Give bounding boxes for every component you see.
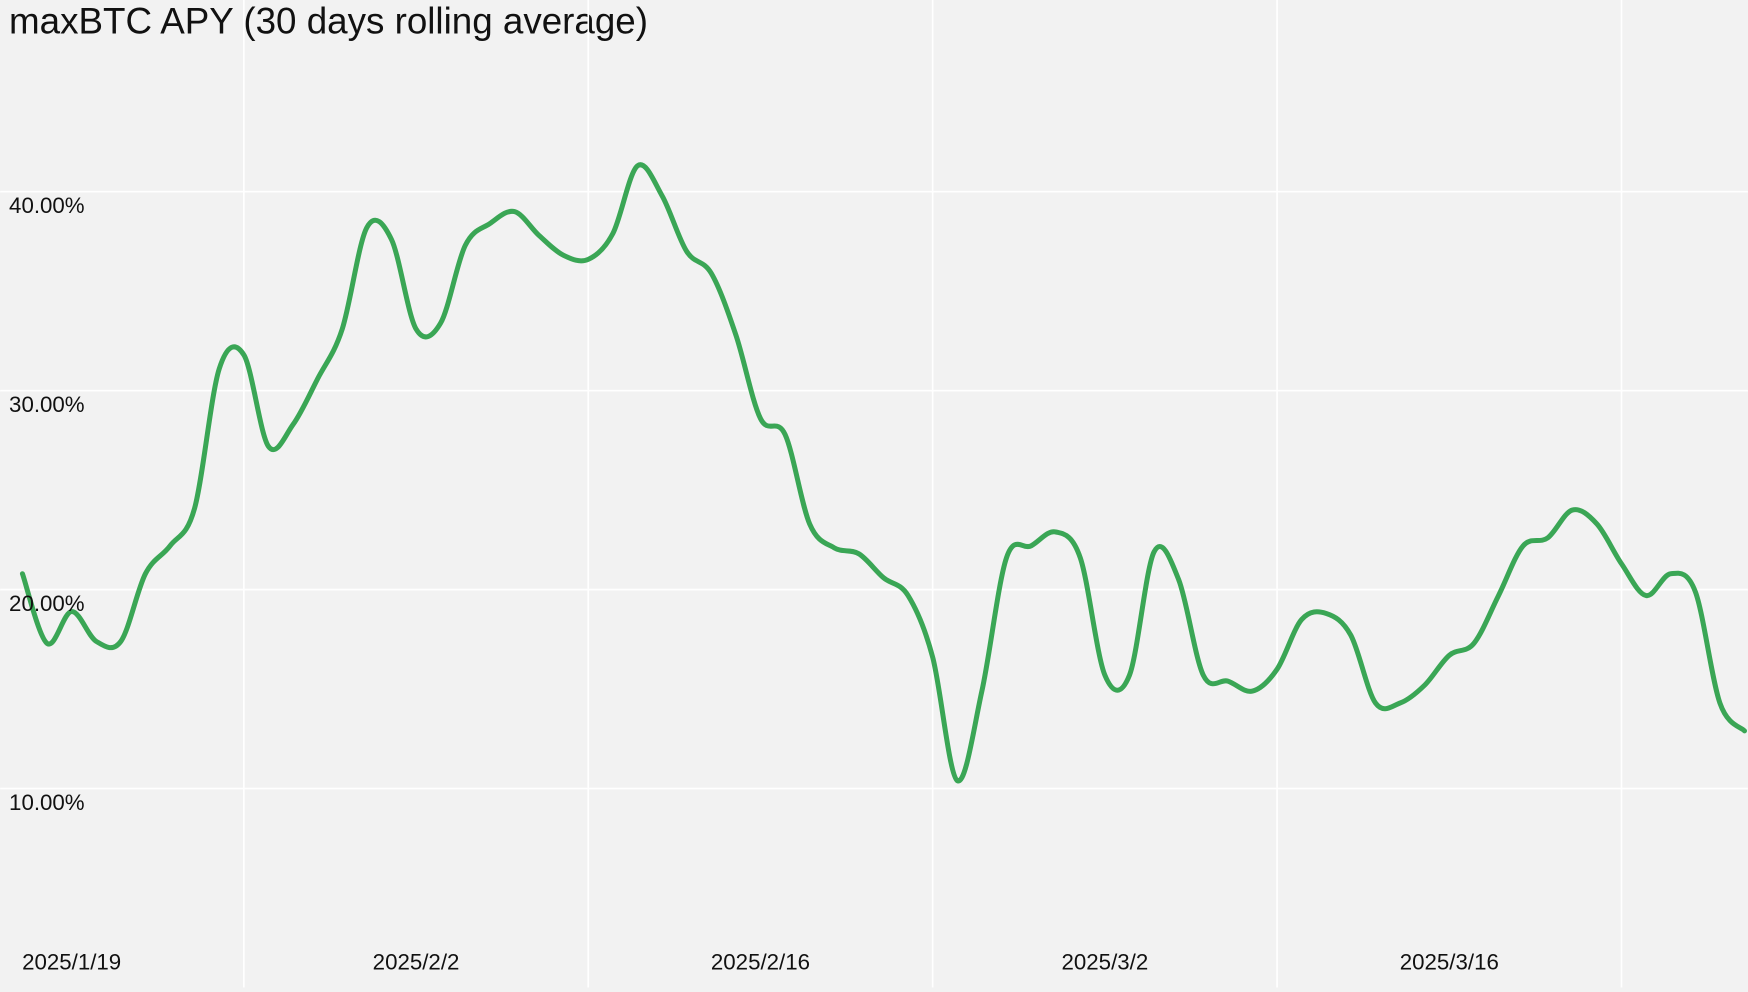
x-tick-label: 2025/3/16 [1400, 950, 1499, 975]
y-tick-label: 30.00% [9, 392, 85, 417]
y-tick-label: 40.00% [9, 193, 85, 218]
chart-title: maxBTC APY (30 days rolling average) [9, 0, 648, 41]
x-tick-label: 2025/3/2 [1062, 950, 1149, 975]
x-tick-label: 2025/2/16 [711, 950, 810, 975]
y-tick-label: 20.00% [9, 591, 85, 616]
x-tick-label: 2025/1/19 [22, 950, 121, 975]
y-tick-label: 10.00% [9, 790, 85, 815]
data-line [19, 162, 1748, 784]
labels: 10.00% 20.00% 30.00% 40.00% 2025/1/19 2025/2/… [9, 193, 1499, 975]
x-tick-label: 2025/2/2 [373, 950, 460, 975]
